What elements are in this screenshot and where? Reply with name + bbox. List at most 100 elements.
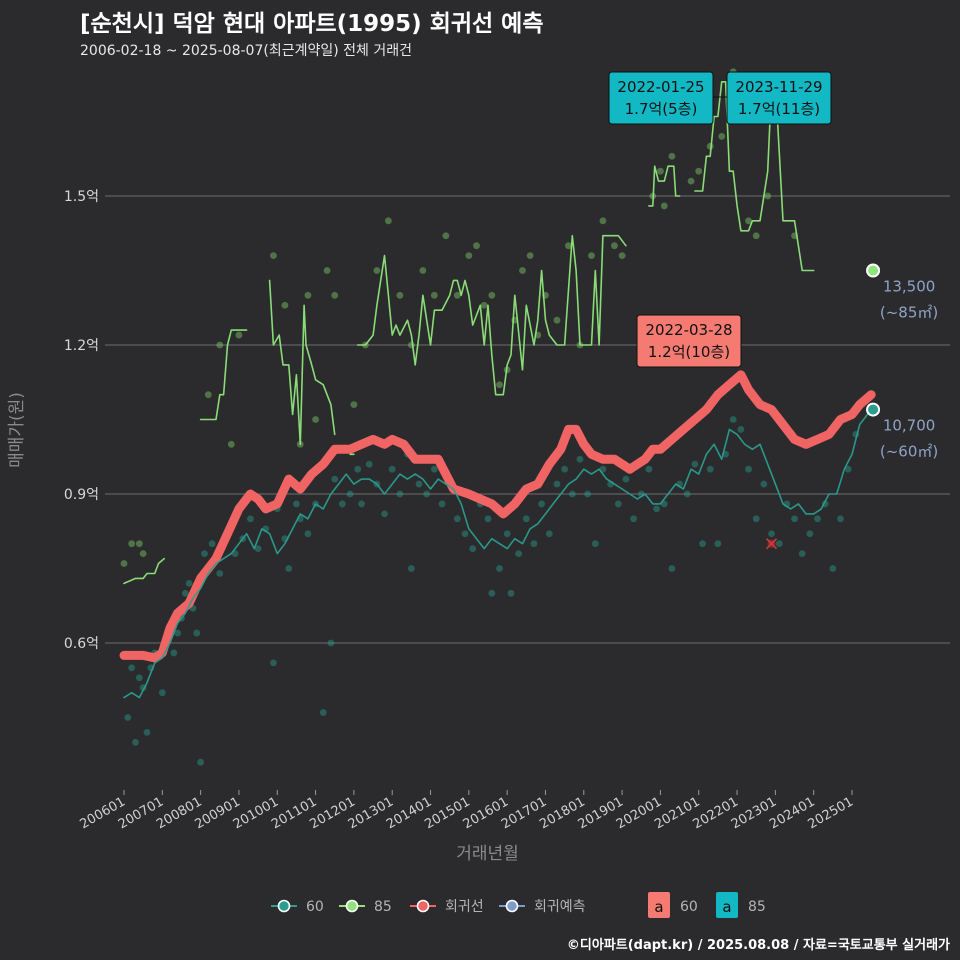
scatter-point-60 xyxy=(247,515,254,523)
scatter-point-60 xyxy=(285,565,293,572)
scatter-point-60 xyxy=(124,714,132,721)
scatter-point-85 xyxy=(764,192,772,200)
scatter-point-60 xyxy=(327,639,335,647)
scatter-point-85 xyxy=(553,316,561,324)
series-line-85 xyxy=(199,329,248,421)
scatter-point-60 xyxy=(645,465,653,473)
scatter-point-60 xyxy=(415,480,423,488)
end-area-label: (~85㎡) xyxy=(880,303,938,321)
scatter-point-60 xyxy=(193,629,201,637)
scatter-point-60 xyxy=(614,500,622,508)
y-tick-label: 0.9억 xyxy=(64,487,99,503)
end-value-label: 10,700 xyxy=(883,417,936,435)
scatter-point-85 xyxy=(135,540,143,548)
scatter-point-60 xyxy=(752,515,760,523)
scatter-point-60 xyxy=(208,540,216,548)
end-value-label: 13,500 xyxy=(883,277,936,295)
scatter-point-85 xyxy=(281,301,289,309)
scatter-point-85 xyxy=(216,341,224,349)
scatter-point-85 xyxy=(488,291,496,299)
scatter-point-85 xyxy=(373,267,381,274)
scatter-point-60 xyxy=(729,416,737,423)
scatter-point-60 xyxy=(158,689,166,697)
scatter-point-60 xyxy=(515,550,523,557)
scatter-point-60 xyxy=(844,465,852,473)
scatter-point-60 xyxy=(185,579,193,587)
scatter-point-60 xyxy=(760,480,768,488)
scatter-point-60 xyxy=(170,649,178,657)
callout-value: 1.2억(10층) xyxy=(648,343,730,361)
scatter-point-60 xyxy=(714,540,722,548)
scatter-point-60 xyxy=(469,545,477,553)
scatter-point-85 xyxy=(668,152,676,160)
scatter-point-60 xyxy=(396,490,404,498)
scatter-point-60 xyxy=(553,480,561,488)
scatter-point-60 xyxy=(365,460,373,468)
scatter-point-60 xyxy=(699,540,706,548)
legend-marker xyxy=(416,899,430,913)
scatter-point-60 xyxy=(683,490,691,498)
end-area-label: (~60㎡) xyxy=(880,443,938,461)
scatter-point-60 xyxy=(254,545,262,553)
legend-label-glyph: a xyxy=(654,898,663,916)
y-axis-title: 매매가(원) xyxy=(7,392,27,468)
scatter-point-60 xyxy=(691,460,699,468)
scatter-point-85 xyxy=(227,440,235,448)
scatter-point-60 xyxy=(568,490,576,498)
y-tick-label: 0.6억 xyxy=(64,636,99,652)
scatter-point-60 xyxy=(503,530,511,538)
x-axis-title: 거래년월 xyxy=(456,844,519,864)
scatter-point-85 xyxy=(599,217,607,225)
scatter-point-60 xyxy=(423,490,431,498)
page-title: [순천시] 덕암 현대 아파트(1995) 회귀선 예측 xyxy=(80,11,544,37)
scatter-point-60 xyxy=(453,515,461,523)
scatter-point-60 xyxy=(197,758,205,766)
scatter-point-60 xyxy=(522,515,530,523)
scatter-point-60 xyxy=(143,729,151,736)
scatter-point-60 xyxy=(837,515,844,523)
scatter-point-85 xyxy=(350,401,358,408)
series-line-85 xyxy=(648,165,681,207)
scatter-point-60 xyxy=(576,455,584,463)
series-line-85 xyxy=(694,81,815,272)
scatter-point-85 xyxy=(519,267,526,274)
scatter-point-85 xyxy=(270,252,277,259)
callout-date: 2023-11-29 xyxy=(735,78,822,96)
callout-box xyxy=(636,314,742,368)
legend-label: 60 xyxy=(680,899,698,915)
scatter-point-85 xyxy=(384,217,392,225)
end-point-60 xyxy=(866,402,881,417)
scatter-point-60 xyxy=(584,490,592,498)
scatter-point-60 xyxy=(653,505,660,513)
scatter-point-60 xyxy=(591,540,599,548)
scatter-point-60 xyxy=(768,530,775,538)
callout-value: 1.7억(11층) xyxy=(738,100,820,118)
scatter-point-60 xyxy=(319,709,327,716)
scatter-point-60 xyxy=(293,500,300,508)
scatter-group xyxy=(120,68,860,766)
scatter-point-60 xyxy=(814,515,821,523)
scatter-point-85 xyxy=(526,252,534,259)
scatter-point-60 xyxy=(128,664,136,672)
scatter-point-85 xyxy=(304,291,312,299)
scatter-point-85 xyxy=(204,391,212,399)
legend-marker xyxy=(505,899,519,913)
callout-date: 2022-01-25 xyxy=(617,78,704,96)
series-line-85 xyxy=(356,234,627,396)
scatter-point-60 xyxy=(304,530,312,538)
scatter-point-60 xyxy=(201,550,208,557)
scatter-point-85 xyxy=(588,252,595,259)
legend-label: 85 xyxy=(374,899,392,915)
scatter-point-85 xyxy=(312,416,319,423)
scatter-point-60 xyxy=(745,465,752,473)
scatter-point-85 xyxy=(453,291,461,299)
scatter-point-85 xyxy=(442,232,450,240)
scatter-point-85 xyxy=(430,291,438,299)
legend-marker xyxy=(277,899,291,913)
end-point-85 xyxy=(866,263,881,278)
scatter-point-60 xyxy=(132,738,139,746)
scatter-point-60 xyxy=(630,515,637,523)
scatter-point-60 xyxy=(798,550,806,557)
scatter-point-60 xyxy=(622,475,630,483)
